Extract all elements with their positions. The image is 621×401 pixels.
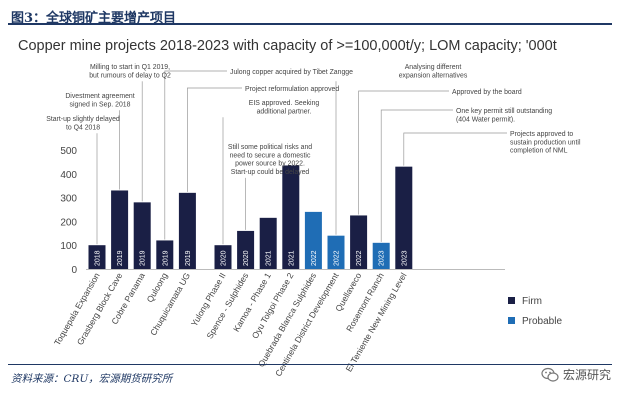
watermark: 宏源研究 <box>541 366 611 383</box>
bar-1 <box>88 245 106 269</box>
y-tick-label: 400 <box>60 170 77 181</box>
bar-7 <box>237 230 255 269</box>
annotation-line: Start-up slightly delayed <box>46 116 120 123</box>
annotation-line: need to secure a domestic <box>230 152 311 159</box>
bar-11 <box>327 235 345 269</box>
bar-13 <box>372 242 390 269</box>
annotation-line: but rumours of delay to Q2 <box>89 72 171 79</box>
figure-footer: 资料来源：CRU，宏源期货研究所 <box>8 364 612 394</box>
annotation-line: EIS approved. Seeking <box>249 100 320 107</box>
bars <box>88 165 413 269</box>
bar-8 <box>259 217 277 269</box>
annotation-line: expansion alternatives <box>399 72 468 79</box>
bar-12 <box>350 215 368 269</box>
chart-title: Copper mine projects 2018-2023 with capa… <box>18 38 557 54</box>
leader-line <box>164 70 227 240</box>
bar-year-label: 2023 <box>379 250 386 266</box>
bar-year-label: 2020 <box>243 250 250 266</box>
leader-line <box>380 109 453 242</box>
year-labels: 2018 2019 2019 2019 2019 2020 2020 2021 2021 2022… <box>95 250 409 266</box>
wechat-icon <box>541 367 559 382</box>
annotation-leaders <box>96 70 507 245</box>
annotation-line: signed in Sep. 2018 <box>70 101 131 108</box>
bar-year-label: 2019 <box>185 250 192 266</box>
y-axis: 0 100 200 300 400 500 <box>60 146 505 276</box>
annotation-line: power source by 2022. <box>235 161 305 168</box>
annotation-line: Projects approved to <box>510 131 573 138</box>
bar-year-label: 2019 <box>162 250 169 266</box>
annotation-line: to Q4 2018 <box>66 124 100 131</box>
annotation-line: additional partner. <box>257 108 312 115</box>
bar-2 <box>111 190 129 269</box>
legend-label: Probable <box>522 316 562 327</box>
annotation-line: Still some political risks and <box>228 144 312 151</box>
legend-label: Firm <box>522 296 542 307</box>
figure-title: 图3：全球铜矿主要增产项目 <box>11 11 177 26</box>
annotation-line: sustain production until <box>510 139 581 146</box>
bar-10 <box>304 211 322 269</box>
bar-year-label: 2019 <box>140 250 147 266</box>
annotation-line: Approved by the board <box>452 89 522 96</box>
figure-header: 图3：全球铜矿主要增产项目 <box>8 3 612 26</box>
bar-4 <box>156 240 174 269</box>
annotation-line: completion of NML <box>510 148 568 155</box>
y-tick-label: 500 <box>60 146 77 157</box>
footer-rule <box>8 364 612 365</box>
bar-9 <box>282 165 300 269</box>
leader-line <box>403 132 507 166</box>
leader-line <box>358 90 449 215</box>
annotation-line: Start-up could be delayed <box>231 169 310 176</box>
annotation-line: Project reformulation approved <box>245 86 339 93</box>
bar-6 <box>214 245 232 269</box>
bar-3 <box>133 202 151 269</box>
annotation-line: Julong copper acquired by Tibet Zangge <box>230 69 353 76</box>
legend-swatch-probable <box>508 317 515 324</box>
bar-year-label: 2022 <box>356 250 363 266</box>
source-note: 资料来源：CRU，宏源期货研究所 <box>11 373 173 385</box>
annotation-line: Milling to start in Q1 2019, <box>90 64 170 71</box>
leader-line <box>187 87 242 192</box>
bar-year-label: 2019 <box>117 250 124 266</box>
legend: Firm Probable <box>508 296 562 327</box>
bar-year-label: 2021 <box>266 250 273 266</box>
annotation-line: (404 Water permit). <box>456 116 515 123</box>
annotation-line: One key permit still outstanding <box>456 108 552 115</box>
y-tick-label: 200 <box>60 217 77 228</box>
bar-year-label: 2018 <box>95 250 102 266</box>
bar-year-label: 2020 <box>221 250 228 266</box>
annotation-line: Analysing different <box>405 64 462 71</box>
category-label: Quloong <box>145 271 170 304</box>
y-tick-label: 0 <box>71 265 77 276</box>
bar-5 <box>178 192 196 269</box>
bar-year-label: 2021 <box>288 250 295 266</box>
y-tick-label: 300 <box>60 194 77 205</box>
y-tick-label: 100 <box>60 241 77 252</box>
watermark-text: 宏源研究 <box>562 368 611 382</box>
legend-swatch-firm <box>508 297 515 304</box>
annotation-line: Divestment agreement <box>65 93 134 100</box>
header-rule <box>8 23 612 25</box>
bar-year-label: 2022 <box>311 250 318 266</box>
bar-14 <box>395 166 413 269</box>
bar-year-label: 2022 <box>334 250 341 266</box>
bar-year-label: 2023 <box>401 250 408 266</box>
